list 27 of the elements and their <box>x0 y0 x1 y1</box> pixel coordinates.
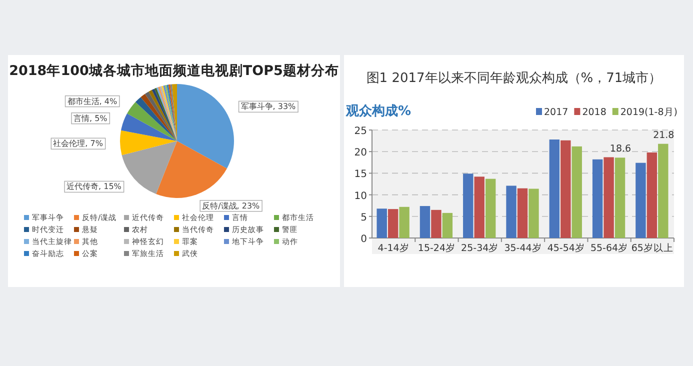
data-label: 言情, 5% <box>74 114 108 123</box>
legend-label: 2019(1-8月) <box>620 107 678 118</box>
x-tick-label: 4-14岁 <box>378 242 410 254</box>
y-tick-label: 5 <box>360 212 367 224</box>
y-tick-label: 15 <box>354 169 367 180</box>
x-tick-label: 15-24岁 <box>418 242 456 254</box>
y-tick-label: 20 <box>354 148 367 159</box>
y-tick-label: 10 <box>354 190 367 202</box>
x-tick-label: 25-34岁 <box>461 242 499 254</box>
data-label: 都市生活, 4% <box>67 96 118 106</box>
x-tick-label: 55-64岁 <box>590 242 628 254</box>
y-axis-title: 观众构成% <box>345 104 412 119</box>
data-label: 军事斗争, 33% <box>240 102 296 112</box>
x-tick-label: 45-54岁 <box>547 242 585 254</box>
data-label: 反特/谍战, 23% <box>202 201 260 210</box>
chart-title: 图1 2017年以来不同年龄观众构成（%，71城市） <box>366 71 662 86</box>
x-tick-label: 35-44岁 <box>504 242 542 254</box>
chart-title: 2018年100城各城市地面频道电视剧TOP5题材分布 <box>9 62 339 79</box>
data-label: 21.8 <box>653 130 674 141</box>
data-label: 社会伦理, 7% <box>53 139 104 148</box>
x-tick-label: 65岁以上 <box>631 242 674 254</box>
y-tick-label: 25 <box>354 126 367 137</box>
data-label: 近代传奇, 15% <box>66 182 122 192</box>
legend-label: 2017 <box>544 107 568 118</box>
legend-label: 2018 <box>582 107 606 118</box>
data-label: 18.6 <box>610 144 632 155</box>
y-tick-label: 0 <box>360 234 367 245</box>
